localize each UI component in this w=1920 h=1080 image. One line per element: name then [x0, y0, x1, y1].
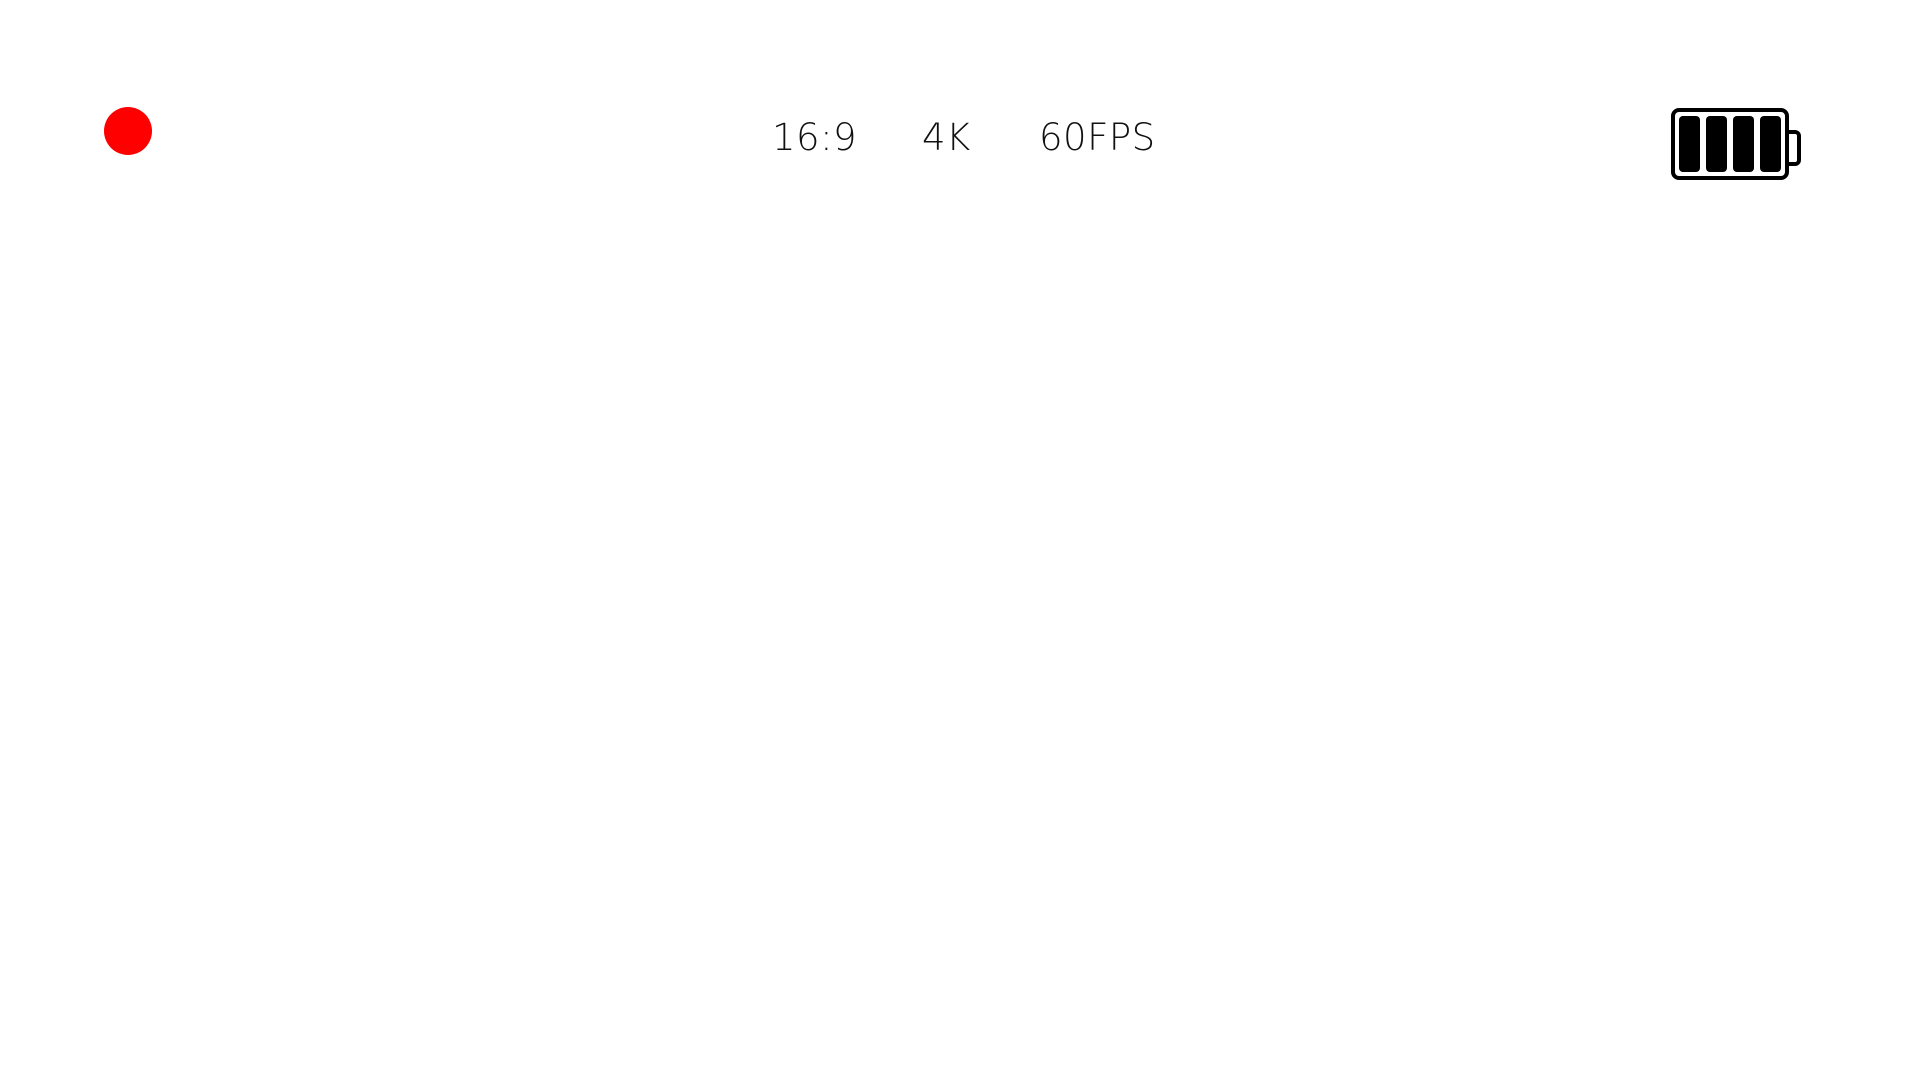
battery-cell [1760, 116, 1781, 172]
battery-cell [1706, 116, 1727, 172]
capture-settings-bar: 16:9 4K 60FPS [0, 108, 1920, 168]
record-dot-icon[interactable] [104, 107, 152, 155]
battery-body [1671, 108, 1789, 180]
battery-cell [1679, 116, 1700, 172]
frame-rate-label[interactable]: 60FPS [1039, 116, 1156, 159]
battery-terminal [1789, 130, 1801, 166]
battery-icon [1671, 108, 1801, 180]
resolution-label[interactable]: 4K [922, 116, 971, 159]
battery-level [1679, 116, 1781, 172]
aspect-ratio-label[interactable]: 16:9 [772, 116, 858, 159]
battery-cell [1733, 116, 1754, 172]
